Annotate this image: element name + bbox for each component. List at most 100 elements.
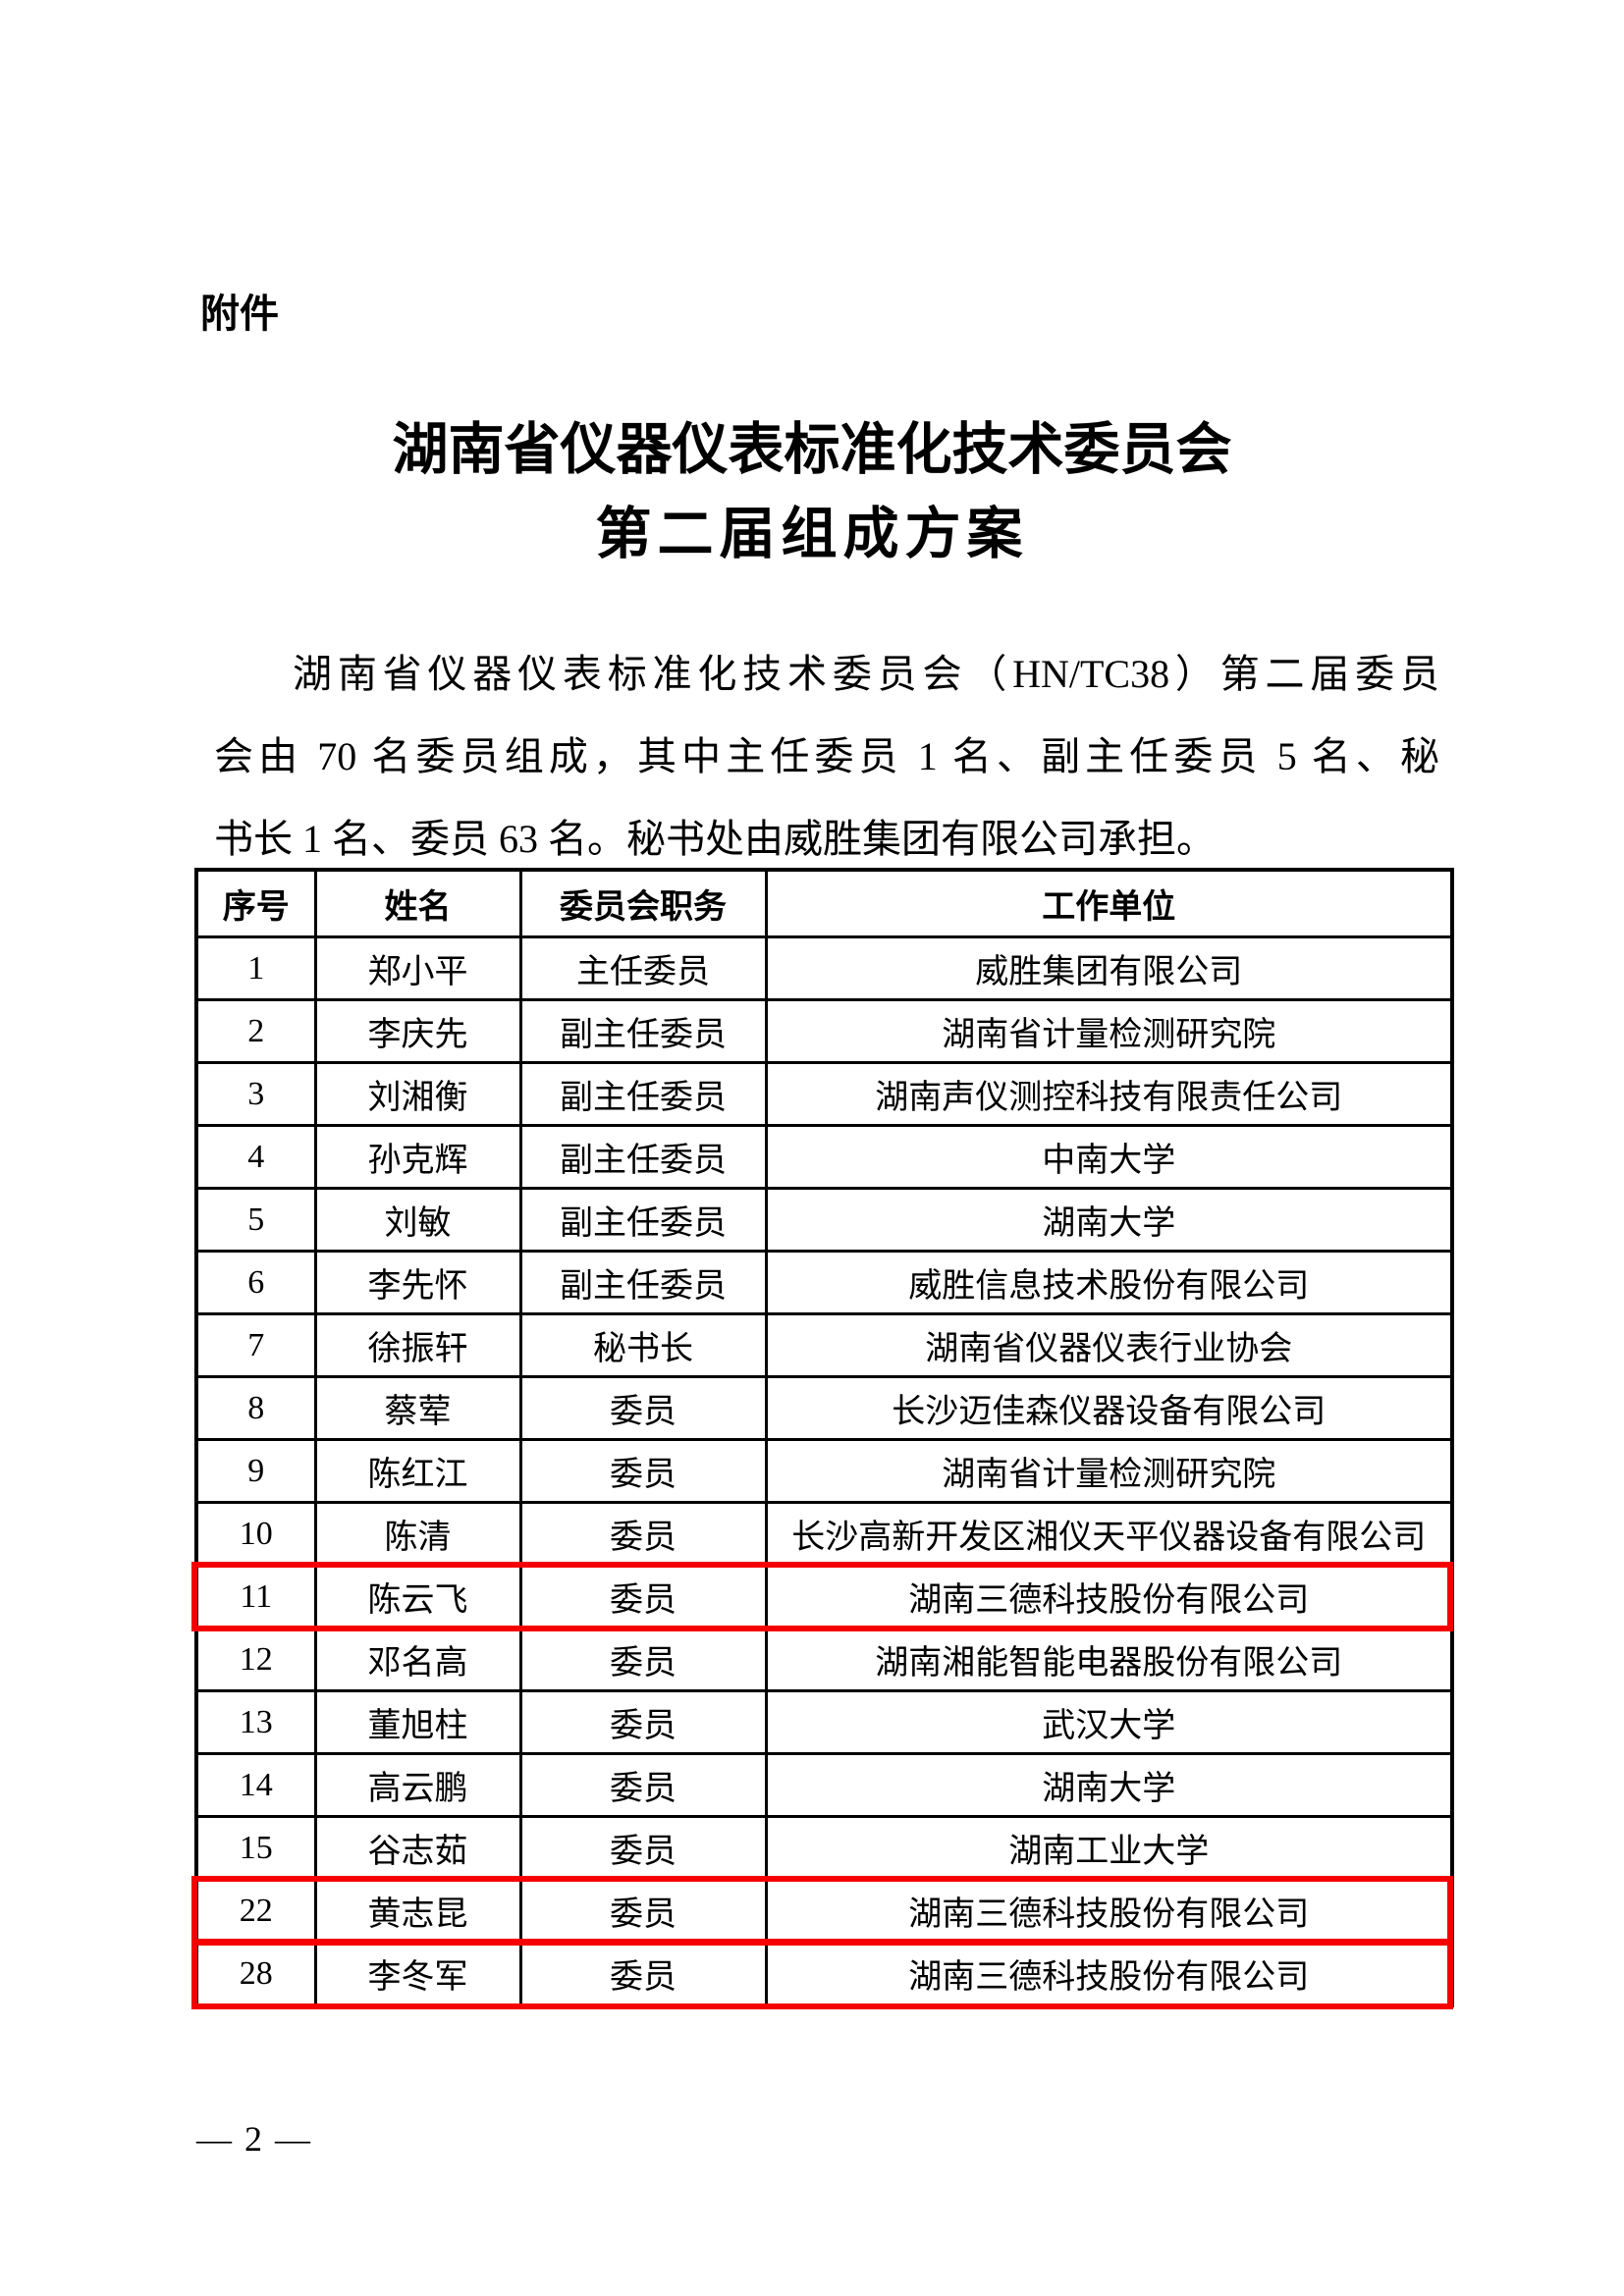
table-row: 12 邓名高 委员 湖南湘能智能电器股份有限公司	[194, 1627, 1454, 1692]
cell-name: 陈云飞	[313, 1564, 522, 1629]
cell-no: 14	[194, 1752, 317, 1818]
cell-position: 委员	[518, 1752, 768, 1818]
cell-no: 28	[194, 1941, 317, 2007]
cell-position: 副主任委员	[518, 998, 768, 1064]
table-row: 7 徐振轩 秘书长 湖南省仪器仪表行业协会	[194, 1312, 1454, 1378]
cell-organization: 湖南工业大学	[764, 1815, 1454, 1881]
cell-position: 副主任委员	[518, 1124, 768, 1190]
table-row: 9 陈红江 委员 湖南省计量检测研究院	[194, 1438, 1454, 1504]
paragraph-line: 湖南省仪器仪表标准化技术委员会（HN/TC38）第二届委员	[293, 652, 1439, 696]
table-row: 22 黄志昆 委员 湖南三德科技股份有限公司	[194, 1878, 1454, 1944]
cell-organization: 湖南湘能智能电器股份有限公司	[764, 1627, 1454, 1692]
table-row: 5 刘敏 副主任委员 湖南大学	[194, 1187, 1454, 1253]
cell-no: 13	[194, 1689, 317, 1755]
cell-position: 委员	[518, 1689, 768, 1755]
cell-name: 刘湘衡	[313, 1061, 522, 1127]
cell-organization: 湖南大学	[764, 1752, 1454, 1818]
title-line-1: 湖南省仪器仪表标准化技术委员会	[392, 419, 1232, 481]
cell-organization: 威胜信息技术股份有限公司	[764, 1250, 1454, 1315]
members-table-wrap: 序号 姓名 委员会职务 工作单位 1 郑小平 主任委员 威胜集团有限公司 2 李庆先 副主任…	[191, 868, 1454, 2009]
page-number: — 2 —	[196, 2119, 312, 2159]
cell-name: 刘敏	[313, 1187, 522, 1253]
cell-organization: 武汉大学	[764, 1689, 1454, 1755]
cell-position: 委员	[518, 1941, 768, 2007]
cell-position: 委员	[518, 1438, 768, 1504]
cell-no: 6	[194, 1250, 317, 1315]
cell-no: 5	[194, 1187, 317, 1253]
cell-name: 谷志茹	[313, 1815, 522, 1881]
cell-name: 黄志昆	[313, 1878, 522, 1944]
table-row: 13 董旭柱 委员 武汉大学	[194, 1689, 1454, 1755]
cell-name: 高云鹏	[313, 1752, 522, 1818]
cell-position: 委员	[518, 1564, 768, 1629]
cell-no: 9	[194, 1438, 317, 1504]
cell-position: 副主任委员	[518, 1061, 768, 1127]
cell-position: 委员	[518, 1375, 768, 1441]
cell-no: 22	[194, 1878, 317, 1944]
cell-name: 孙克辉	[313, 1124, 522, 1190]
table-row: 14 高云鹏 委员 湖南大学	[194, 1752, 1454, 1818]
table-row: 10 陈清 委员 长沙高新开发区湘仪天平仪器设备有限公司	[194, 1501, 1454, 1567]
cell-name: 李庆先	[313, 998, 522, 1064]
cell-organization: 湖南三德科技股份有限公司	[764, 1878, 1454, 1944]
attachment-label: 附件	[200, 293, 279, 336]
cell-name: 董旭柱	[313, 1689, 522, 1755]
table-header-row: 序号 姓名 委员会职务 工作单位	[194, 868, 1454, 938]
cell-organization: 中南大学	[764, 1124, 1454, 1190]
cell-name: 李冬军	[313, 1941, 522, 2007]
cell-no: 3	[194, 1061, 317, 1127]
paragraph-line: 会由 70 名委员组成，其中主任委员 1 名、副主任委员 5 名、秘	[214, 734, 1439, 778]
paragraph-line: 书长 1 名、委员 63 名。秘书处由威胜集团有限公司承担。	[214, 817, 1216, 861]
cell-no: 2	[194, 998, 317, 1064]
cell-name: 蔡荤	[313, 1375, 522, 1441]
cell-no: 11	[194, 1564, 317, 1629]
table-row: 4 孙克辉 副主任委员 中南大学	[194, 1124, 1454, 1190]
cell-organization: 湖南省计量检测研究院	[764, 998, 1454, 1064]
cell-organization: 湖南省仪器仪表行业协会	[764, 1312, 1454, 1378]
table-body: 1 郑小平 主任委员 威胜集团有限公司 2 李庆先 副主任委员 湖南省计量检测研究院 3 刘湘衡副…	[194, 935, 1454, 2007]
table-row: 15 谷志茹 委员 湖南工业大学	[194, 1815, 1454, 1881]
header-cell-position: 委员会职务	[518, 868, 768, 938]
header-cell-no: 序号	[194, 868, 317, 938]
cell-name: 李先怀	[313, 1250, 522, 1315]
cell-position: 秘书长	[518, 1312, 768, 1378]
cell-no: 10	[194, 1501, 317, 1567]
table-row: 3 刘湘衡 副主任委员 湖南声仪测控科技有限责任公司	[194, 1061, 1454, 1127]
cell-name: 徐振轩	[313, 1312, 522, 1378]
cell-name: 郑小平	[313, 935, 522, 1001]
cell-position: 副主任委员	[518, 1187, 768, 1253]
cell-organization: 湖南大学	[764, 1187, 1454, 1253]
cell-organization: 长沙迈佳森仪器设备有限公司	[764, 1375, 1454, 1441]
cell-position: 委员	[518, 1815, 768, 1881]
cell-position: 主任委员	[518, 935, 768, 1001]
cell-organization: 威胜集团有限公司	[764, 935, 1454, 1001]
table-row: 2 李庆先 副主任委员 湖南省计量检测研究院	[194, 998, 1454, 1064]
cell-position: 委员	[518, 1878, 768, 1944]
cell-name: 邓名高	[313, 1627, 522, 1692]
cell-no: 15	[194, 1815, 317, 1881]
cell-organization: 湖南声仪测控科技有限责任公司	[764, 1061, 1454, 1127]
table-row: 28 李冬军 委员 湖南三德科技股份有限公司	[194, 1941, 1454, 2007]
cell-position: 副主任委员	[518, 1250, 768, 1315]
intro-paragraph: 湖南省仪器仪表标准化技术委员会（HN/TC38）第二届委员 会由 70 名委员组…	[214, 633, 1439, 881]
cell-position: 委员	[518, 1627, 768, 1692]
cell-organization: 长沙高新开发区湘仪天平仪器设备有限公司	[764, 1501, 1454, 1567]
table-row: 8 蔡荤 委员 长沙迈佳森仪器设备有限公司	[194, 1375, 1454, 1441]
cell-no: 7	[194, 1312, 317, 1378]
cell-no: 4	[194, 1124, 317, 1190]
cell-organization: 湖南三德科技股份有限公司	[764, 1941, 1454, 2007]
table-row: 11 陈云飞 委员 湖南三德科技股份有限公司	[194, 1564, 1454, 1629]
table-row: 6 李先怀 副主任委员 威胜信息技术股份有限公司	[194, 1250, 1454, 1315]
document-title: 湖南省仪器仪表标准化技术委员会 第二届组成方案	[0, 408, 1624, 577]
table-row: 1 郑小平 主任委员 威胜集团有限公司	[194, 935, 1454, 1001]
title-line-2: 第二届组成方案	[595, 504, 1029, 565]
cell-no: 1	[194, 935, 317, 1001]
cell-no: 8	[194, 1375, 317, 1441]
members-table: 序号 姓名 委员会职务 工作单位 1 郑小平 主任委员 威胜集团有限公司 2 李庆先 副主任…	[194, 868, 1454, 2007]
header-cell-organization: 工作单位	[764, 868, 1454, 938]
cell-name: 陈清	[313, 1501, 522, 1567]
cell-organization: 湖南三德科技股份有限公司	[764, 1564, 1454, 1629]
cell-organization: 湖南省计量检测研究院	[764, 1438, 1454, 1504]
cell-no: 12	[194, 1627, 317, 1692]
